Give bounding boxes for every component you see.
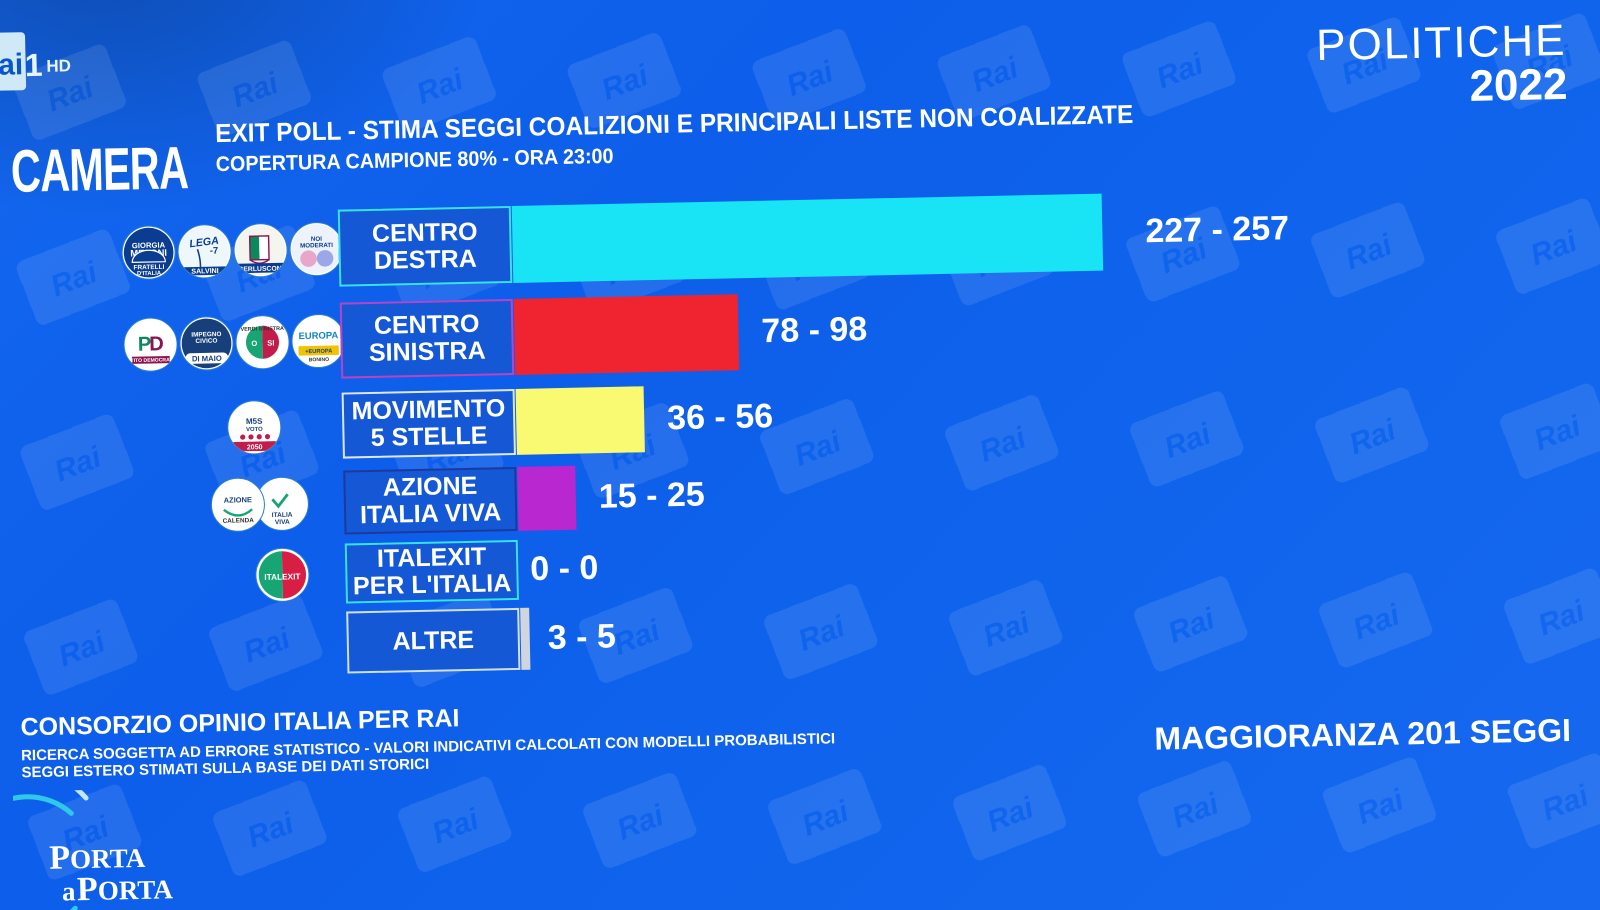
svg-text:MODERATI: MODERATI	[300, 241, 333, 249]
svg-text:BERLUSCONI: BERLUSCONI	[238, 265, 283, 273]
svg-text:VIVA: VIVA	[275, 519, 290, 526]
svg-text:D'ITALIA: D'ITALIA	[137, 270, 162, 277]
svg-text:AZIONE: AZIONE	[224, 495, 252, 505]
svg-text:ITALEXIT: ITALEXIT	[264, 572, 300, 582]
svg-text:SALVINI: SALVINI	[191, 266, 219, 275]
svg-text:PORTA: PORTA	[77, 869, 174, 908]
svg-text:HD: HD	[46, 56, 71, 76]
svg-text:PARTITO DEMOCRATICO: PARTITO DEMOCRATICO	[124, 357, 177, 364]
svg-text:CIVICO: CIVICO	[195, 338, 217, 345]
svg-text:+EUROPA: +EUROPA	[305, 349, 332, 356]
svg-text:a: a	[62, 876, 77, 906]
svg-text:M5S: M5S	[246, 417, 263, 426]
svg-text:VERDI SINISTRA: VERDI SINISTRA	[240, 326, 284, 333]
svg-text:PORTA: PORTA	[49, 838, 146, 877]
svg-text:VOTO: VOTO	[246, 427, 263, 433]
svg-text:O: O	[251, 339, 257, 348]
svg-text:-7: -7	[210, 245, 219, 256]
svg-text:2050: 2050	[247, 443, 263, 451]
svg-text:ai: ai	[0, 48, 24, 82]
svg-text:SI: SI	[267, 339, 274, 348]
svg-text:BONINO: BONINO	[309, 357, 329, 363]
svg-text:1: 1	[24, 47, 43, 83]
svg-text:DI MAIO: DI MAIO	[192, 354, 222, 364]
svg-text:D: D	[149, 333, 164, 355]
svg-text:EUROPA: EUROPA	[298, 330, 338, 342]
svg-text:CALENDA: CALENDA	[223, 517, 255, 525]
